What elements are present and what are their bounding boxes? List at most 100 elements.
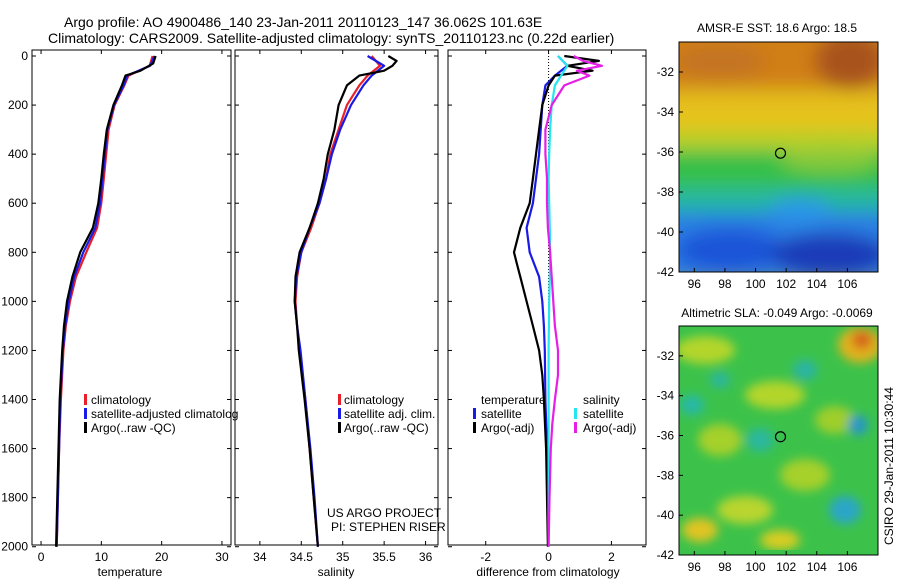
legend-swatch-argo [338,422,341,433]
map-y-tick-label: -42 [657,265,675,279]
difference-xlabel: difference from climatology [476,565,619,579]
argo-location-marker [774,147,787,159]
legend-swatch-temp-argo [473,422,476,433]
sla-heatmap [679,326,878,555]
salinity-legend: climatology satellite adj. clim. Argo(..… [327,393,446,534]
x-tick-label: 35.5 [372,550,396,564]
map-x-tick-label: 98 [718,277,732,291]
y-tick-label: 1000 [1,294,28,308]
map-y-tick-label: -34 [657,105,675,119]
temperature-xlabel: temperature [98,565,163,579]
x-tick-label: 36 [419,550,433,564]
csiro-timestamp: CSIRO 29-Jan-2011 10:30:44 [882,387,896,545]
map-x-tick-label: 104 [807,277,827,291]
map-x-tick-label: 98 [718,560,732,574]
map-y-tick-label: -36 [657,145,675,159]
sla-map-ticks: 96 98 100 102 104 106 -32 -34 -36 -38 -40 -42 [657,349,858,574]
map-y-tick-label: -32 [657,65,675,79]
legend-swatch-satellite [84,408,87,419]
map-x-tick-label: 106 [837,277,857,291]
legend-label: Argo(..raw -QC) [344,421,429,435]
map-x-tick-label: 106 [837,560,857,574]
legend-label: satellite [583,407,624,421]
x-tick-label: 10 [95,550,109,564]
salinity-axes [234,49,439,546]
sla-map-title: Altimetric SLA: -0.049 Argo: -0.0069 [681,306,873,320]
temperature-plot: 0 10 20 30 0 200 400 600 800 1000 1200 1400 1600 1800… [1,49,231,564]
y-tick-label: 1400 [1,393,28,407]
map-x-tick-label: 104 [807,560,827,574]
map-y-tick-label: -32 [657,349,675,363]
legend-label: Argo(-adj) [583,421,636,435]
sst-heatmap [679,42,878,272]
legend-label: satellite-adjusted climatolog [91,407,238,421]
legend-title-salinity: salinity [583,393,620,407]
legend-swatch-argo [84,422,87,433]
salinity-plot: 34 34.5 35 35.5 36 [235,50,438,564]
x-tick-label: 30 [215,550,229,564]
x-tick-label: 0 [38,550,45,564]
map-x-tick-label: 96 [688,560,702,574]
legend-swatch-sal-argo [574,422,577,433]
pi-annotation: PI: STEPHEN RISER [331,520,446,534]
x-tick-label: 20 [155,550,169,564]
map-x-tick-label: 100 [746,277,766,291]
y-tick-label: 400 [8,147,28,161]
series-line-satellite-adjusted-climatology [55,55,156,547]
legend-swatch-temp-satellite [473,408,476,419]
map-y-tick-label: -40 [657,508,675,522]
difference-plot: -2 0 2 [448,50,646,564]
y-tick-label: 200 [8,98,28,112]
map-x-tick-label: 102 [776,277,796,291]
x-tick-label: 34 [253,550,267,564]
argo-location-marker [774,431,787,443]
legend-swatch-satellite [338,408,341,419]
map-y-tick-label: -36 [657,429,675,443]
temperature-axes [31,49,232,546]
y-tick-label: 1600 [1,442,28,456]
header-line-1: Argo profile: AO 4900486_140 23-Jan-2011… [64,14,542,30]
legend-label: climatology [91,393,151,407]
map-y-tick-label: -38 [657,468,675,482]
legend-swatch-sal-satellite [574,408,577,419]
x-tick-label: 34.5 [290,550,314,564]
map-x-tick-label: 96 [688,277,702,291]
x-tick-label: 2 [608,550,615,564]
sst-map-ticks: 96 98 100 102 104 106 -32 -34 -36 -38 -40 -42 [657,65,858,291]
series-line-salinity-satellite [547,55,569,547]
series-line-argo-raw-qc- [55,55,157,547]
project-annotation: US ARGO PROJECT [327,506,442,520]
series-line-climatology [294,55,382,547]
header-line-2: Climatology: CARS2009. Satellite-adjuste… [48,30,614,46]
legend-label: satellite adj. clim. [344,407,435,421]
y-tick-label: 0 [21,49,28,63]
difference-legend: temperature satellite Argo(-adj) salinit… [473,393,636,435]
sla-map-frame [678,325,879,556]
x-tick-label: 35 [336,550,350,564]
legend-swatch-climatology [338,394,341,405]
legend-swatch-climatology [84,394,87,405]
y-tick-label: 2000 [1,540,28,554]
sst-map-frame [678,41,879,273]
series-line-salinity-argo-adj- [544,55,604,547]
sst-map-title: AMSR-E SST: 18.6 Argo: 18.5 [697,21,857,35]
legend-label: Argo(..raw -QC) [91,421,176,435]
legend-title-temperature: temperature [481,393,546,407]
salinity-xlabel: salinity [318,565,355,579]
series-line-temperature-satellite [525,55,569,547]
y-tick-label: 600 [8,196,28,210]
series-line-climatology [55,55,154,547]
x-tick-label: 0 [545,550,552,564]
map-y-tick-label: -40 [657,225,675,239]
legend-label: climatology [344,393,404,407]
y-tick-label: 1800 [1,491,28,505]
series-line-argo-raw-qc- [293,55,398,547]
y-tick-label: 800 [8,245,28,259]
map-x-tick-label: 102 [776,560,796,574]
legend-label: satellite [481,407,522,421]
legend-label: Argo(-adj) [481,421,534,435]
map-y-tick-label: -42 [657,548,675,562]
x-tick-label: -2 [480,550,491,564]
y-tick-label: 1200 [1,343,28,357]
